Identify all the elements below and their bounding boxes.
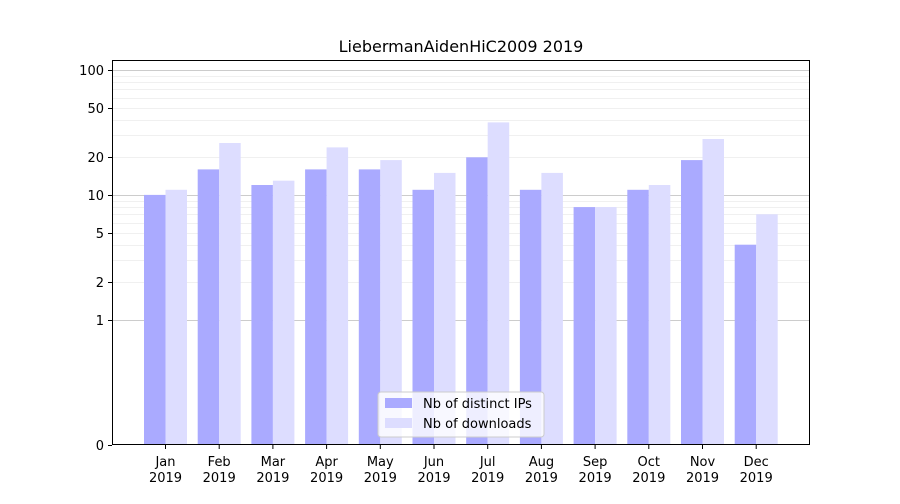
bar-downloads — [165, 189, 187, 445]
x-tick-label-line: 2019 — [149, 471, 182, 486]
bar-downloads — [219, 143, 241, 445]
legend-label: Nb of downloads — [423, 417, 532, 432]
x-tick-label-line: 2019 — [471, 471, 504, 486]
x-tick-label-line: 2019 — [740, 471, 773, 486]
x-tick-label: Jul 2019 — [471, 455, 504, 486]
bar-distinct-ips — [305, 169, 327, 445]
legend: Nb of distinct IPs Nb of downloads — [377, 391, 545, 438]
x-tick-label-line: Sep — [583, 455, 608, 470]
y-tick-label: 50 — [87, 102, 104, 117]
bar-distinct-ips — [197, 169, 220, 445]
bar-downloads — [487, 122, 510, 446]
x-tick-label: Jun 2019 — [417, 455, 450, 486]
bar-distinct-ips — [519, 189, 542, 445]
y-tick-label: 100 — [79, 64, 104, 79]
y-tick-label: 1 — [96, 314, 104, 329]
bars — [144, 122, 778, 446]
bar-downloads — [326, 147, 349, 445]
x-tick-label-line: 2019 — [364, 471, 397, 486]
bar-downloads — [434, 172, 456, 445]
x-tick-label: Sep 2019 — [579, 455, 612, 486]
x-tick-label: May 2019 — [364, 455, 397, 486]
bar-downloads — [756, 214, 778, 445]
y-tick-label: 5 — [96, 227, 104, 242]
bar-distinct-ips — [251, 185, 273, 445]
legend-swatch — [385, 418, 412, 428]
bar-downloads — [272, 180, 295, 445]
x-tick-label-line: Oct — [638, 455, 660, 470]
x-tick-label-line: Feb — [208, 455, 231, 470]
x-tick-label: Apr 2019 — [310, 455, 343, 486]
x-tick-label: Nov 2019 — [686, 455, 719, 486]
plot-frame — [112, 60, 810, 445]
x-tick-label-line: 2019 — [525, 471, 558, 486]
bar-downloads — [595, 207, 617, 445]
legend-label: Nb of distinct IPs — [423, 397, 532, 412]
x-tick-label-line: 2019 — [632, 471, 665, 486]
bar-downloads — [541, 172, 563, 445]
bar-distinct-ips — [681, 160, 703, 445]
x-tick-label: Oct 2019 — [632, 455, 665, 486]
bar-downloads — [380, 160, 402, 445]
x-tick-label-line: 2019 — [310, 471, 343, 486]
x-tick-label: Aug 2019 — [525, 455, 558, 486]
bar-distinct-ips — [412, 189, 434, 445]
legend-box — [377, 391, 545, 438]
bar-downloads — [648, 185, 671, 445]
x-tick-label-line: May — [367, 455, 394, 470]
bar-distinct-ips — [144, 194, 166, 445]
bar-distinct-ips — [466, 157, 488, 446]
x-tick-label-line: 2019 — [203, 471, 236, 486]
bar-distinct-ips — [734, 244, 757, 445]
y-tick-label: 0 — [96, 439, 104, 454]
x-tick-label-line: Aug — [529, 455, 554, 470]
x-tick-label-line: 2019 — [686, 471, 719, 486]
x-tick-label-line: Jul — [479, 455, 496, 470]
x-tick-label-line: Nov — [690, 455, 716, 470]
x-tick-label-line: Apr — [315, 455, 338, 470]
bar-distinct-ips — [627, 189, 649, 445]
chart-title: LiebermanAidenHiC2009 2019 — [339, 37, 584, 56]
x-tick-label-line: 2019 — [256, 471, 289, 486]
bar-distinct-ips — [573, 207, 596, 445]
y-axis: 0 1 2 5 10 20 50 100 — [79, 64, 112, 454]
x-tick-label-line: 2019 — [417, 471, 450, 486]
y-tick-label: 20 — [87, 151, 104, 166]
x-tick-label-line: Mar — [261, 455, 286, 470]
x-tick-label-line: Jun — [423, 455, 444, 470]
x-tick-label: Jan 2019 — [149, 455, 182, 486]
x-tick-label: Feb 2019 — [203, 455, 236, 486]
x-tick-label-line: Dec — [744, 455, 769, 470]
bar-downloads — [702, 139, 724, 445]
x-tick-label: Mar 2019 — [256, 455, 289, 486]
legend-swatch — [385, 398, 412, 408]
x-tick-label: Dec 2019 — [740, 455, 773, 486]
x-tick-label-line: Jan — [154, 455, 175, 470]
y-tick-label: 2 — [96, 276, 104, 291]
y-tick-label: 10 — [87, 189, 104, 204]
bar-distinct-ips — [358, 169, 381, 445]
x-tick-label-line: 2019 — [579, 471, 612, 486]
